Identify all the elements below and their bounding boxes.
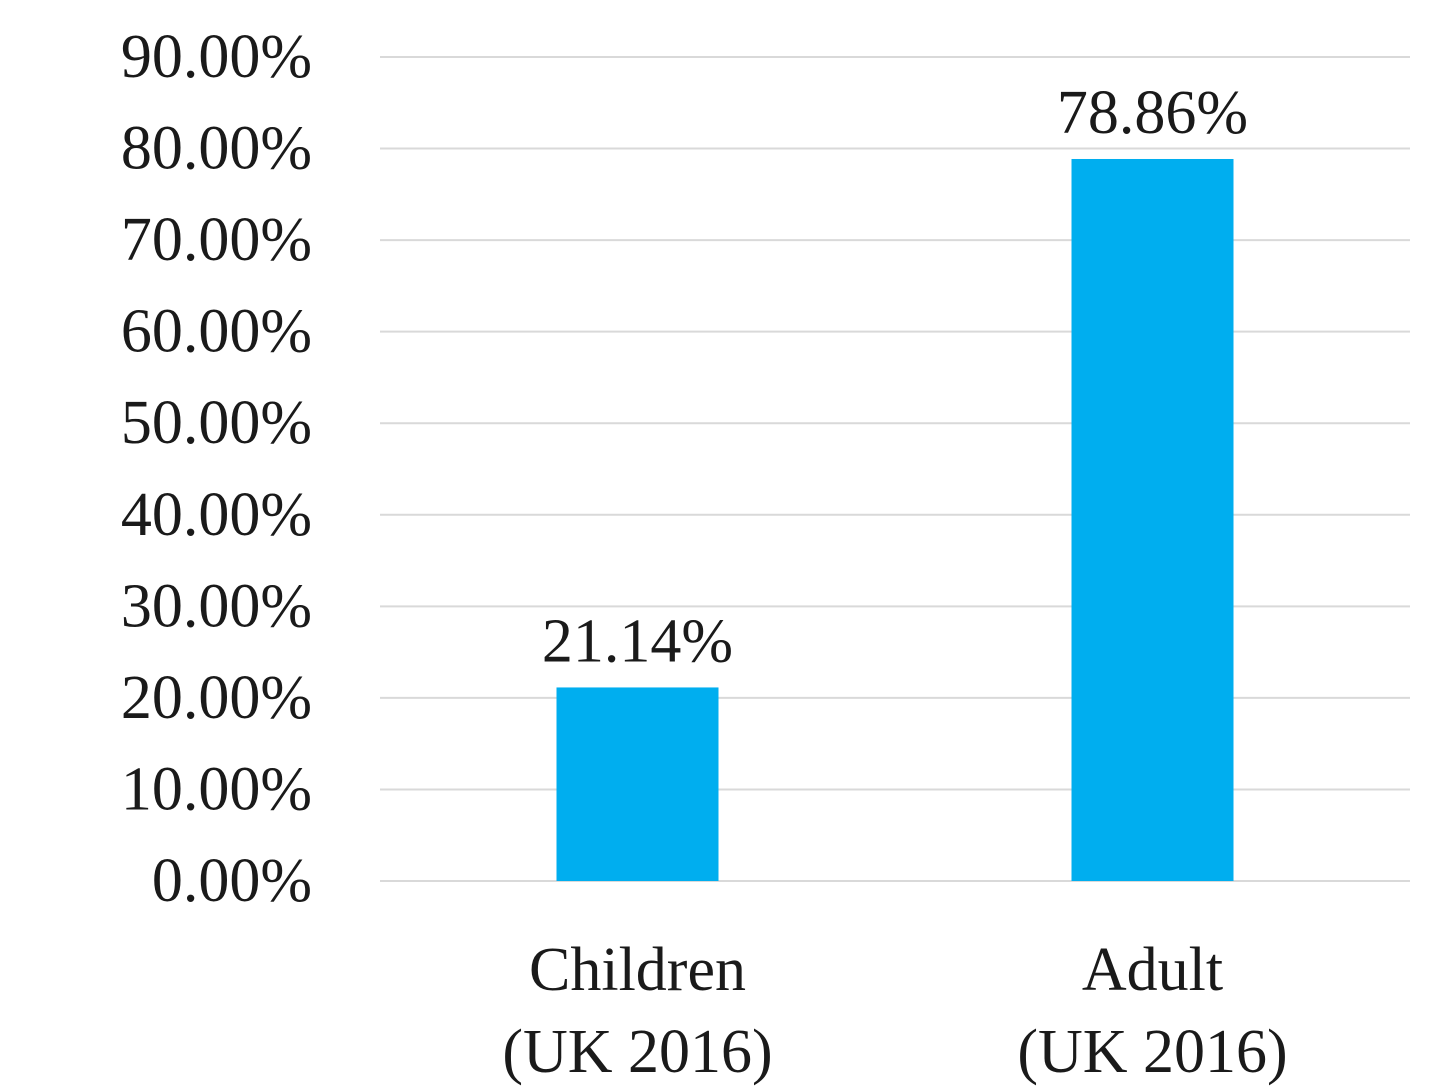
y-tick-label: 20.00% <box>121 664 312 732</box>
bar-data-label: 21.14% <box>542 607 733 675</box>
y-tick-label: 80.00% <box>121 115 312 183</box>
data-labels: 21.14% 78.86% <box>542 79 1248 675</box>
y-tick-label: 10.00% <box>121 755 312 823</box>
x-category-label: (UK 2016) <box>502 1018 772 1086</box>
y-axis-tick-labels: 0.00% 10.00% 20.00% 30.00% 40.00% 50.00% 60.00… <box>121 23 312 915</box>
y-tick-label: 90.00% <box>121 23 312 91</box>
bar-data-label: 78.86% <box>1057 79 1248 147</box>
gridlines <box>380 56 1410 882</box>
x-axis-category-labels: Children (UK 2016) Adult (UK 2016) <box>502 936 1287 1086</box>
bar <box>1071 158 1234 881</box>
y-tick-label: 30.00% <box>121 572 312 640</box>
x-category-label: Children <box>529 936 746 1004</box>
bar <box>556 687 719 881</box>
x-category-label: (UK 2016) <box>1017 1018 1287 1086</box>
y-tick-label: 70.00% <box>121 206 312 274</box>
y-tick-label: 50.00% <box>121 389 312 457</box>
y-tick-label: 60.00% <box>121 298 312 366</box>
bars <box>556 158 1234 881</box>
x-category-label: Adult <box>1082 936 1223 1004</box>
y-tick-label: 40.00% <box>121 481 312 549</box>
y-tick-label: 0.00% <box>152 847 312 915</box>
